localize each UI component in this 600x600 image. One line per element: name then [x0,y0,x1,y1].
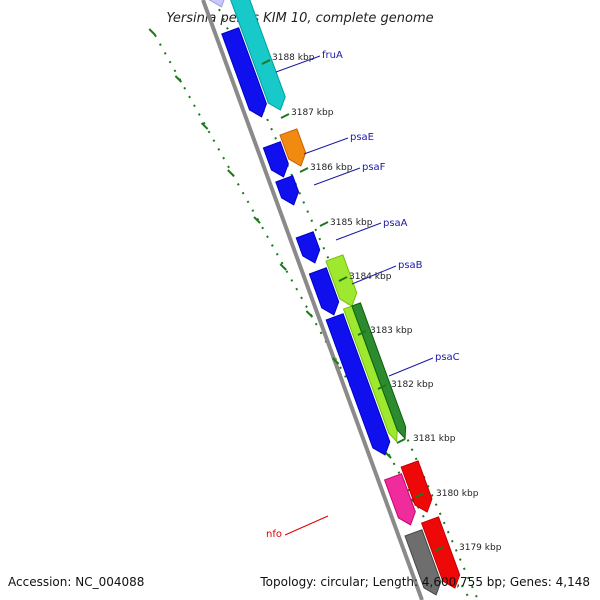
tick-label-3179: 3179 kbp [459,543,502,553]
cds-arrow-psaE-blue [262,141,289,178]
gene-labels: fruA psaE psaF psaA psaB psaC nfo [266,50,460,540]
scale-tick [396,438,406,444]
gene-label-psaE: psaE [350,132,374,143]
feature-track [208,0,461,596]
cds-arrow-psaB-blue [308,267,340,316]
gene-label-psaF: psaF [362,162,386,173]
cds-arrow-psaA-blue [295,231,321,264]
leader-line-psaE [303,137,349,155]
tick-label-3183: 3183 kbp [370,326,413,336]
cds-arrow-gray [404,529,442,596]
leader-line-psaA [335,222,382,241]
leader-line-nfo [284,515,329,536]
cds-arrow-nfo-red [400,460,433,513]
tick-label-3186: 3186 kbp [310,163,353,173]
genome-backbone [201,0,424,600]
leader-line-psaB [351,265,397,285]
outer-ring-tick [305,310,314,318]
outer-dotted-ring [154,34,471,600]
cds-arrow-psaF-blue [275,175,300,206]
gene-label-psaB: psaB [398,260,423,271]
outer-ring-tick [174,75,183,83]
tick-label-3181: 3181 kbp [413,434,456,444]
gene-label-psaC: psaC [435,352,460,363]
leader-line-fruA [275,55,321,73]
gene-label-fruA: fruA [322,50,343,61]
cds-arrow-fruA [221,27,267,118]
scale-tick [434,546,444,552]
cds-arrow-red-2 [420,516,461,589]
scale-tick [357,330,367,336]
cds-arrow-psaC-blue [325,313,391,456]
scale-tick [299,167,309,173]
cds-arrow-psaC-dark [351,302,407,440]
scale-tick [338,276,348,282]
outer-ring-tick [331,357,340,365]
tick-label-3187: 3187 kbp [291,108,334,118]
cds-arrow-fruA-cyan [230,0,286,111]
leader-line-psaF [313,167,361,186]
genome-summary-text: Topology: circular; Length: 4,600,755 bp… [259,575,590,589]
cds-arrow-top-faded [208,0,225,8]
outer-ring-tick [148,28,156,36]
scale-tick [377,384,387,390]
outer-ring-tick [253,216,261,224]
outer-ring-tick [200,122,209,130]
scale-tick [319,221,329,227]
gene-label-nfo: nfo [266,529,282,540]
scale-tick [261,59,271,65]
scale-ticks: 3188 kbp 3187 kbp 3186 kbp 3185 kbp 3184… [261,53,502,553]
map-title: Yersinia pestis KIM 10, complete genome [166,11,433,26]
cds-arrow-psaC-light [342,305,398,443]
tick-label-3188: 3188 kbp [272,53,315,63]
accession-text: Accession: NC_004088 [8,575,144,589]
leader-line-psaC [388,357,434,377]
tick-label-3182: 3182 kbp [391,380,434,390]
tick-label-3185: 3185 kbp [330,218,373,228]
scale-tick [415,492,425,498]
gene-label-psaA: psaA [383,218,408,229]
outer-ring-tick [279,263,287,271]
scale-tick [280,113,290,119]
tick-label-3180: 3180 kbp [436,489,479,499]
cds-arrow-nfo-magenta [383,473,416,526]
cds-arrow-psaE [279,128,307,167]
outer-ring-tick [227,169,235,177]
